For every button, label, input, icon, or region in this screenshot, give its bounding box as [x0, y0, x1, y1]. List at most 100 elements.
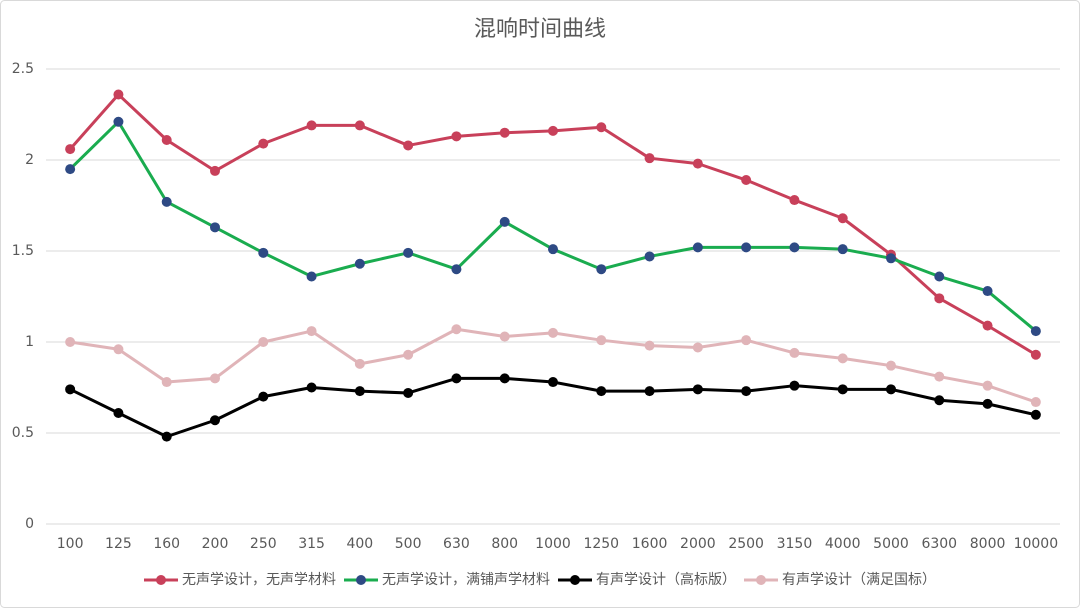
chart-title: 混响时间曲线 [474, 17, 606, 42]
point [596, 264, 607, 275]
point [982, 398, 993, 409]
legend-marker [570, 575, 580, 585]
point [886, 253, 896, 264]
y-tick-label: 2.5 [12, 61, 34, 77]
point [258, 247, 269, 258]
x-tick-label: 8000 [970, 536, 1006, 552]
point [306, 120, 317, 131]
point [548, 327, 558, 338]
point [451, 373, 462, 384]
point [403, 140, 414, 151]
point [65, 337, 76, 347]
point [1030, 397, 1041, 408]
x-tick-label: 160 [153, 536, 180, 552]
point [934, 271, 945, 282]
point [692, 342, 703, 353]
legend-item: 有声学设计（高标版） [558, 571, 736, 588]
point [210, 373, 220, 384]
x-tick-label: 4000 [825, 536, 861, 552]
point [692, 242, 703, 253]
point [354, 386, 365, 397]
point [499, 127, 510, 138]
x-tick-label: 200 [202, 536, 229, 552]
point [306, 382, 317, 393]
point [258, 337, 269, 347]
point [306, 326, 317, 337]
point [741, 386, 752, 397]
point [161, 134, 172, 145]
point [65, 384, 76, 395]
point [403, 387, 414, 398]
point [741, 335, 752, 346]
legend-label: 无声学设计，无声学材料 [182, 572, 336, 588]
point [161, 377, 172, 388]
point [65, 164, 76, 175]
legend-item: 无声学设计，无声学材料 [144, 572, 336, 588]
x-tick-label: 10000 [1014, 536, 1059, 552]
x-tick-label: 315 [298, 536, 325, 552]
x-tick-label: 1250 [583, 536, 619, 552]
y-tick-label: 1 [25, 334, 34, 350]
y-tick-label: 0 [25, 516, 34, 532]
point [886, 384, 896, 395]
point [789, 380, 800, 391]
x-tick-label: 630 [443, 536, 470, 552]
point [644, 386, 655, 397]
legend-marker [356, 575, 366, 585]
point [1030, 349, 1041, 360]
point [837, 384, 848, 395]
point [596, 335, 607, 346]
point [692, 158, 703, 169]
x-tick-label: 2500 [728, 536, 764, 552]
point [113, 116, 124, 127]
point [644, 251, 655, 262]
legend-marker [756, 575, 766, 585]
point [789, 195, 800, 206]
y-tick-label: 1.5 [12, 243, 34, 259]
point [837, 213, 848, 224]
point [982, 320, 993, 331]
point [596, 122, 607, 133]
point [789, 347, 800, 358]
point [113, 89, 124, 100]
x-tick-label: 100 [57, 536, 84, 552]
x-tick-label: 400 [346, 536, 373, 552]
legend-item: 无声学设计，满铺声学材料 [344, 572, 550, 588]
point [113, 407, 124, 418]
legend-label: 有声学设计（高标版） [596, 571, 736, 588]
legend-label: 无声学设计，满铺声学材料 [382, 572, 550, 588]
point [258, 138, 269, 149]
point [161, 431, 172, 442]
point [548, 377, 558, 388]
x-tick-label: 6300 [921, 536, 957, 552]
x-tick-label: 3150 [777, 536, 813, 552]
point [210, 415, 220, 426]
point [741, 242, 752, 253]
point [982, 286, 993, 297]
point [934, 395, 945, 406]
legend-item: 有声学设计（满足国标） [744, 572, 936, 588]
point [596, 386, 607, 397]
x-tick-label: 1000 [535, 536, 571, 552]
point [1030, 326, 1041, 337]
point [354, 258, 365, 269]
point [65, 144, 76, 155]
point [934, 293, 945, 304]
point [306, 271, 317, 282]
legend-label: 有声学设计（满足国标） [782, 572, 936, 588]
point [258, 391, 269, 402]
y-tick-label: 0.5 [12, 425, 34, 441]
x-tick-label: 800 [491, 536, 518, 552]
point [210, 165, 220, 176]
point [451, 324, 462, 335]
x-tick-label: 125 [105, 536, 132, 552]
point [837, 353, 848, 364]
point [403, 349, 414, 360]
point [354, 120, 365, 131]
point [982, 380, 993, 391]
point [1030, 409, 1041, 420]
point [789, 242, 800, 253]
